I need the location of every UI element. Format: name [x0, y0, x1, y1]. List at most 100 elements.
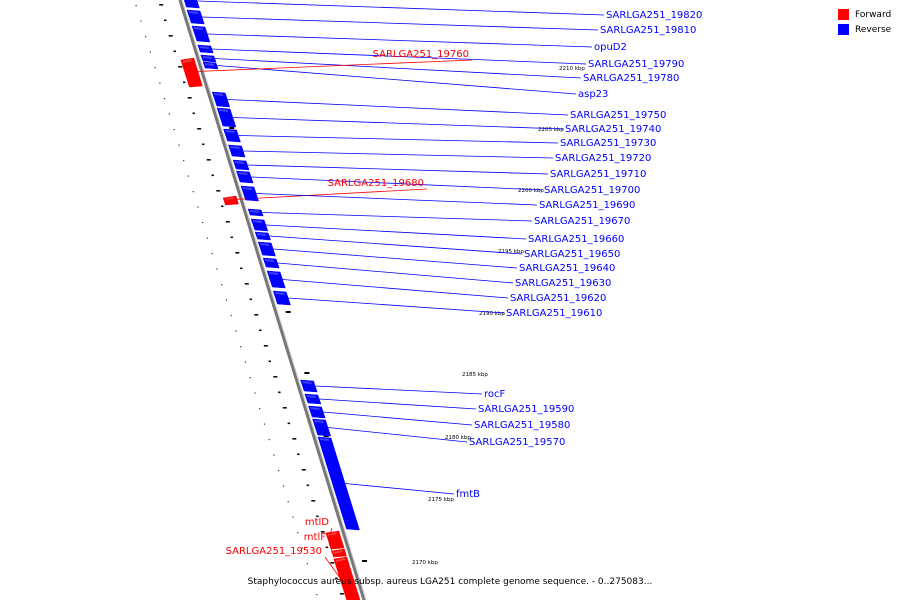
tick-mark	[159, 4, 164, 6]
gene-label: SARLGA251_19690	[539, 200, 635, 211]
gene-label: SARLGA251_19590	[478, 404, 574, 415]
gene-glyph	[333, 556, 361, 600]
gene-glyph	[272, 290, 291, 306]
guide-dot	[230, 315, 232, 317]
guide-dot	[192, 191, 194, 193]
gene-leader-line	[197, 0, 605, 16]
gene-leader-line	[185, 59, 473, 73]
tick-mark	[325, 546, 329, 549]
tick-mark	[202, 143, 205, 146]
gene-leader-line	[214, 58, 582, 79]
gene-leader-line	[262, 212, 533, 222]
tick-mark	[178, 66, 183, 68]
gene-glyph-highlight	[182, 59, 192, 63]
map-caption: Staphylococcus aureus subsp. aureus LGA2…	[247, 577, 653, 587]
tick-mark	[216, 190, 221, 192]
gene-label: mtlD	[305, 517, 329, 528]
tick-mark	[268, 360, 271, 363]
guide-dot	[225, 299, 227, 301]
gene-label: SARLGA251_19700	[544, 185, 640, 196]
gene-glyph-highlight	[257, 233, 267, 236]
tick-mark	[330, 562, 335, 564]
gene-glyph-highlight	[230, 146, 240, 149]
gene-label: SARLGA251_19740	[565, 124, 661, 135]
gene-glyph-highlight	[202, 56, 212, 59]
gene-leader-line	[224, 188, 428, 201]
legend-item-forward: Forward	[838, 9, 891, 24]
gene-glyph	[200, 54, 217, 63]
gene-leader-line	[323, 411, 473, 426]
gene-leader-line	[256, 193, 538, 206]
gene-glyph	[222, 195, 239, 206]
tick-mark	[311, 500, 316, 502]
guide-dot	[216, 268, 218, 270]
gene-glyph	[254, 231, 271, 241]
gene-glyph	[180, 57, 203, 88]
gene-label: SARLGA251_19760	[373, 49, 469, 60]
gene-leader-line	[269, 235, 523, 255]
gene-glyph-highlight	[243, 187, 253, 190]
scale-label: 2170 kbp	[412, 560, 438, 566]
tick-mark	[301, 469, 306, 471]
gene-glyph	[247, 208, 264, 217]
gene-glyph-highlight	[310, 407, 320, 410]
gene-label: SARLGA251_19670	[534, 216, 630, 227]
gene-glyph-highlight	[238, 172, 248, 175]
gene-leader-line	[324, 556, 341, 579]
gene-label: SARLGA251_19650	[524, 249, 620, 260]
gene-glyph	[312, 418, 332, 437]
tick-mark	[254, 314, 259, 316]
scale-tick	[323, 435, 329, 437]
legend-item-reverse: Reverse	[838, 24, 891, 39]
genome-backbone-highlight	[181, 0, 367, 600]
gene-glyph-highlight	[219, 109, 229, 112]
gene-glyph	[300, 379, 318, 393]
gene-glyph	[304, 393, 322, 405]
gene-leader-line	[328, 527, 333, 540]
guide-dot	[168, 113, 170, 115]
guide-dot	[278, 470, 280, 472]
gene-glyph-highlight	[235, 161, 245, 164]
gene-label: SARLGA251_19750	[570, 110, 666, 121]
scale-tick	[285, 311, 291, 313]
guide-dot	[316, 594, 318, 596]
genome-backbone	[178, 0, 366, 600]
gene-glyph-highlight	[333, 550, 343, 554]
gene-leader-line	[328, 427, 468, 443]
tick-mark	[235, 252, 240, 254]
gene-label: opuD2	[594, 42, 627, 53]
gene-glyph	[223, 128, 241, 143]
tick-mark	[230, 236, 233, 239]
guide-dot	[211, 253, 213, 255]
guide-dot	[135, 5, 137, 7]
tick-mark	[225, 221, 230, 223]
legend-label-reverse: Reverse	[855, 25, 892, 35]
tick-mark	[164, 19, 167, 22]
gene-glyph	[183, 0, 200, 9]
forward-color-swatch	[838, 9, 849, 20]
gene-label: SARLGA251_19820	[606, 10, 702, 21]
gene-glyph-highlight	[225, 130, 235, 133]
gene-glyph-highlight	[189, 11, 199, 14]
gene-glyph-highlight	[320, 438, 330, 441]
tick-mark	[244, 283, 249, 285]
scale-label: 2205 kbp	[538, 127, 564, 133]
gene-label: SARLGA251_19580	[474, 420, 570, 431]
gene-leader-line	[202, 16, 599, 31]
gene-glyph-highlight	[275, 292, 285, 295]
gene-glyph-highlight	[302, 381, 312, 384]
gene-glyph	[331, 548, 347, 558]
tick-mark	[173, 50, 176, 53]
scale-label: 2175 kbp	[428, 497, 454, 503]
gene-glyph	[308, 405, 326, 419]
guide-dot	[263, 423, 266, 425]
guide-dot	[240, 346, 242, 348]
guide-dot	[202, 222, 204, 224]
gene-label: SARLGA251_19790	[588, 59, 684, 70]
gene-leader-line	[265, 224, 527, 240]
gene-leader-line	[315, 385, 483, 395]
guide-dot	[244, 361, 247, 363]
guide-dot	[254, 392, 256, 394]
